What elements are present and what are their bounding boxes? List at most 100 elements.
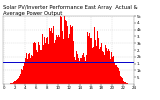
Bar: [127, 83, 128, 84]
Bar: [108, 49, 109, 84]
Bar: [103, 52, 104, 84]
Bar: [85, 62, 86, 84]
Bar: [93, 48, 94, 84]
Bar: [76, 51, 77, 84]
Bar: [23, 66, 24, 84]
Bar: [12, 83, 13, 84]
Bar: [94, 27, 95, 84]
Bar: [77, 54, 78, 84]
Bar: [83, 53, 84, 84]
Bar: [69, 34, 70, 84]
Bar: [45, 43, 46, 84]
Bar: [48, 44, 49, 84]
Bar: [33, 43, 34, 84]
Bar: [31, 50, 32, 84]
Bar: [16, 80, 17, 84]
Bar: [68, 38, 69, 84]
Bar: [29, 52, 30, 84]
Bar: [121, 76, 122, 84]
Bar: [25, 58, 26, 84]
Bar: [21, 69, 22, 84]
Bar: [46, 38, 47, 84]
Bar: [70, 25, 71, 84]
Bar: [73, 41, 74, 84]
Bar: [107, 51, 108, 84]
Bar: [11, 83, 12, 84]
Bar: [66, 21, 67, 84]
Bar: [115, 65, 116, 84]
Bar: [17, 79, 18, 84]
Bar: [56, 35, 57, 84]
Bar: [28, 54, 29, 84]
Bar: [88, 36, 89, 84]
Bar: [14, 81, 15, 84]
Bar: [81, 58, 82, 84]
Bar: [65, 20, 66, 84]
Bar: [52, 33, 53, 84]
Bar: [120, 76, 121, 84]
Bar: [13, 82, 14, 84]
Bar: [40, 43, 41, 84]
Bar: [109, 51, 110, 84]
Bar: [78, 58, 79, 84]
Bar: [102, 51, 103, 84]
Bar: [24, 62, 25, 84]
Bar: [97, 31, 98, 84]
Bar: [101, 43, 102, 84]
Bar: [116, 65, 117, 84]
Bar: [98, 38, 99, 84]
Bar: [63, 39, 64, 84]
Bar: [32, 56, 33, 84]
Bar: [26, 53, 27, 84]
Bar: [74, 57, 75, 84]
Bar: [62, 31, 63, 84]
Bar: [55, 40, 56, 84]
Bar: [91, 38, 92, 84]
Bar: [84, 57, 85, 84]
Bar: [118, 68, 119, 84]
Bar: [124, 82, 125, 84]
Bar: [34, 42, 35, 84]
Bar: [89, 33, 90, 84]
Bar: [110, 59, 111, 84]
Bar: [117, 67, 118, 84]
Bar: [105, 45, 106, 84]
Bar: [64, 16, 65, 84]
Bar: [61, 37, 62, 84]
Bar: [58, 35, 59, 84]
Bar: [27, 59, 28, 84]
Bar: [80, 58, 81, 84]
Bar: [47, 37, 48, 84]
Bar: [125, 82, 126, 84]
Bar: [99, 49, 100, 84]
Bar: [22, 70, 23, 84]
Bar: [106, 48, 107, 84]
Bar: [39, 45, 40, 84]
Bar: [30, 58, 31, 84]
Bar: [44, 37, 45, 84]
Bar: [20, 73, 21, 84]
Bar: [49, 28, 50, 84]
Bar: [54, 43, 55, 84]
Bar: [15, 81, 16, 84]
Bar: [82, 55, 83, 84]
Bar: [119, 70, 120, 84]
Bar: [60, 16, 61, 84]
Bar: [100, 47, 101, 84]
Bar: [95, 40, 96, 84]
Bar: [19, 76, 20, 84]
Bar: [38, 42, 39, 84]
Bar: [36, 50, 37, 84]
Bar: [71, 27, 72, 84]
Bar: [43, 45, 44, 84]
Bar: [114, 62, 115, 84]
Bar: [87, 32, 88, 84]
Bar: [96, 46, 97, 84]
Text: Solar PV/Inverter Performance East Array  Actual & Average Power Output: Solar PV/Inverter Performance East Array…: [3, 5, 138, 16]
Bar: [126, 83, 127, 84]
Bar: [90, 38, 91, 84]
Bar: [41, 50, 42, 84]
Bar: [92, 48, 93, 84]
Bar: [111, 52, 112, 84]
Bar: [67, 26, 68, 84]
